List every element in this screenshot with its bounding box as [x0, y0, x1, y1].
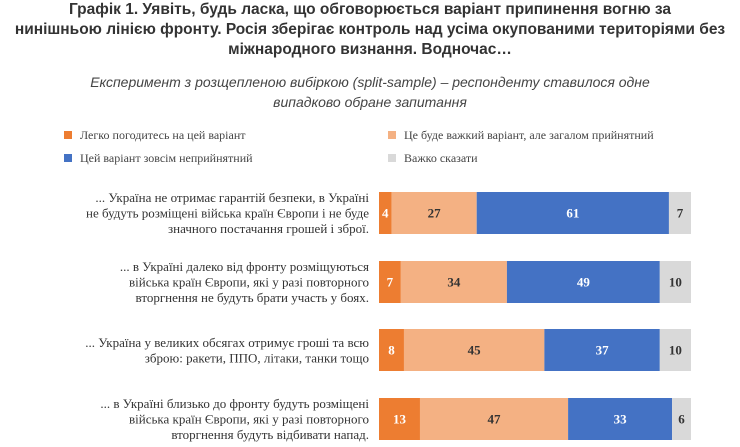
bar-segment	[476, 192, 669, 234]
data-label: 13	[393, 412, 407, 427]
category-label-line: вторгнення будуть відбивати напад.	[171, 427, 369, 442]
category-label-line: значного постачання грошей і зброї.	[168, 221, 369, 236]
bar-segment	[672, 398, 691, 440]
bar-segment	[379, 329, 404, 371]
data-label: 7	[387, 275, 394, 290]
data-label: 47	[488, 412, 502, 427]
legend-swatch	[64, 131, 72, 139]
data-label: 49	[577, 275, 591, 290]
chart-title: Графік 1. Уявіть, будь ласка, що обговор…	[14, 1, 726, 58]
legend-label: Легко погодитесь на цей варіант	[80, 128, 246, 142]
category-label-line: ... Україна у великих обсягах отримує гр…	[85, 335, 369, 350]
category-label-line: ... Україна не отримає гарантій безпеки,…	[95, 190, 369, 205]
data-label: 6	[678, 412, 685, 427]
bar-segment	[379, 398, 420, 440]
legend-label: Це буде важкий варіант, але загалом прий…	[404, 128, 654, 142]
bar-segment	[659, 261, 691, 303]
data-label: 10	[669, 275, 682, 290]
legend-label: Цей варіант зовсім неприйнятний	[80, 151, 253, 165]
bar-segment	[400, 261, 507, 303]
category-label: ... Україна у великих обсягах отримує гр…	[85, 335, 369, 366]
data-label: 61	[566, 206, 579, 221]
bar-segment	[568, 398, 673, 440]
category-label-line: не будуть розміщені війська країн Європи…	[86, 206, 369, 221]
bar-segment	[379, 261, 401, 303]
legend-item-hard-to-say: Важко сказати	[388, 151, 478, 165]
bar-segment	[668, 192, 691, 234]
data-label: 34	[447, 275, 461, 290]
legend-item-hard-acceptable: Це буде важкий варіант, але загалом прий…	[388, 128, 654, 142]
bar-segment	[391, 192, 477, 234]
data-label: 4	[382, 206, 389, 221]
legend-swatch	[388, 154, 396, 162]
data-label: 10	[669, 343, 682, 358]
category-label: ... Україна не отримає гарантій безпеки,…	[86, 190, 369, 236]
data-label: 27	[428, 206, 442, 221]
legend-item-unacceptable: Цей варіант зовсім неприйнятний	[64, 151, 253, 165]
bar-segment	[544, 329, 660, 371]
chart-subtitle: Експеримент з розщепленою вибіркою (spli…	[90, 74, 650, 110]
data-label: 37	[596, 343, 610, 358]
data-label: 33	[614, 412, 628, 427]
data-label: 45	[468, 343, 482, 358]
bar-segment	[659, 329, 691, 371]
data-label: 8	[388, 343, 395, 358]
category-label-line: війська країн Європи, які у разі повторн…	[129, 275, 369, 290]
category-label: ... в Україні близько до фронту будуть р…	[100, 396, 369, 442]
bar-segment	[506, 261, 660, 303]
category-label-line: вторгнення не будуть брати участь у боях…	[136, 290, 370, 305]
data-label: 7	[677, 206, 684, 221]
bar-segment	[403, 329, 545, 371]
bar-segment	[419, 398, 569, 440]
category-label-line: ... в Україні далеко від фронту розміщую…	[120, 259, 369, 274]
category-label-line: ... в Україні близько до фронту будуть р…	[100, 396, 369, 411]
category-label-line: війська країн Європи, які у разі повторн…	[129, 412, 369, 427]
legend-swatch	[388, 131, 396, 139]
legend-label: Важко сказати	[404, 151, 478, 165]
category-label: ... в Україні далеко від фронту розміщую…	[120, 259, 369, 305]
legend-swatch	[64, 154, 72, 162]
category-label-line: зброю: ракети, ППО, літаки, танки тощо	[145, 350, 369, 365]
bar-segment	[379, 192, 392, 234]
legend-item-easy-agree: Легко погодитесь на цей варіант	[64, 128, 246, 142]
